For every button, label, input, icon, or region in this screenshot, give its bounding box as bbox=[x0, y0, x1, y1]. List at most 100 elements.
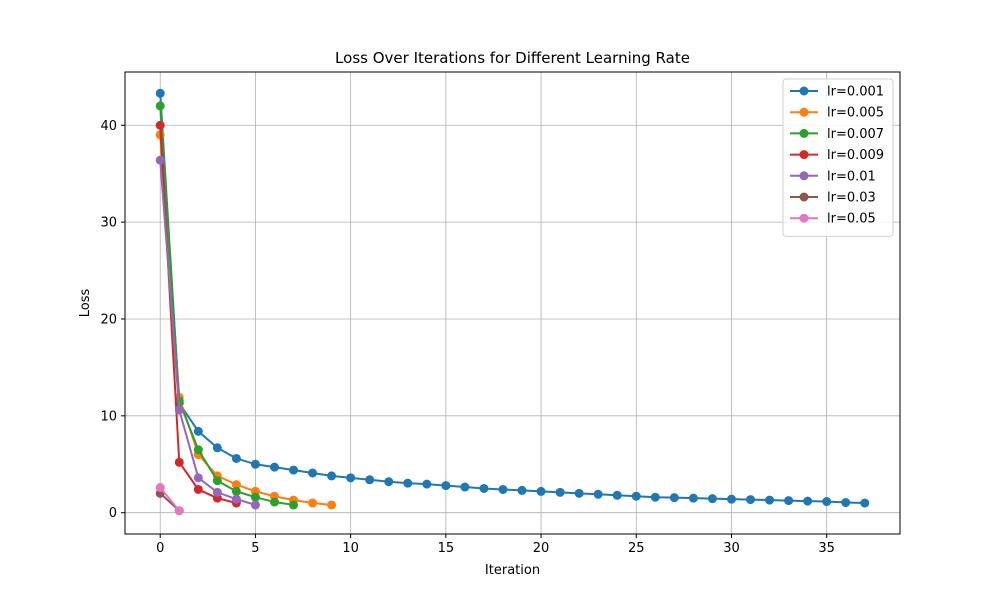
data-point bbox=[212, 476, 222, 486]
x-tick-label: 10 bbox=[342, 541, 359, 556]
series-lr=0.01 bbox=[155, 155, 260, 510]
data-point bbox=[308, 498, 318, 508]
legend-marker bbox=[799, 150, 809, 160]
data-point bbox=[155, 483, 165, 493]
data-point bbox=[479, 483, 489, 493]
legend-marker bbox=[799, 128, 809, 138]
data-point bbox=[384, 477, 394, 487]
data-point bbox=[860, 498, 870, 508]
data-point bbox=[231, 480, 241, 490]
x-tick-label: 25 bbox=[628, 541, 645, 556]
data-point bbox=[707, 494, 717, 504]
legend-entry: lr=0.007 bbox=[790, 127, 884, 142]
data-point bbox=[231, 486, 241, 496]
data-point bbox=[289, 465, 299, 475]
data-point bbox=[289, 500, 299, 510]
data-point bbox=[155, 120, 165, 130]
legend-marker bbox=[799, 213, 809, 223]
data-point bbox=[212, 443, 222, 453]
data-point bbox=[250, 492, 260, 502]
data-point bbox=[193, 445, 203, 455]
data-point bbox=[746, 495, 756, 505]
data-point bbox=[822, 497, 832, 507]
data-point bbox=[631, 491, 641, 501]
ticks: 0 5 10 15 20 25 30 35 0 10 20 30 40 bbox=[100, 119, 835, 556]
data-point bbox=[174, 506, 184, 516]
data-point bbox=[517, 485, 527, 495]
legend-label: lr=0.01 bbox=[827, 169, 876, 184]
legend-marker bbox=[799, 107, 809, 117]
y-tick-label: 20 bbox=[100, 312, 117, 327]
data-point bbox=[346, 473, 356, 483]
chart-title: Loss Over Iterations for Different Learn… bbox=[335, 49, 690, 67]
series-line bbox=[159, 486, 181, 512]
data-point bbox=[422, 479, 432, 489]
legend-entry: lr=0.001 bbox=[790, 85, 884, 100]
y-tick-label: 30 bbox=[100, 216, 117, 231]
x-tick-label: 20 bbox=[533, 541, 550, 556]
data-point bbox=[403, 478, 413, 488]
data-point bbox=[327, 500, 337, 510]
legend-marker bbox=[799, 192, 809, 202]
x-tick-label: 0 bbox=[156, 541, 164, 556]
legend-entry: lr=0.01 bbox=[790, 169, 876, 184]
legend-entry: lr=0.03 bbox=[790, 191, 876, 206]
series-lr=0.001 bbox=[155, 88, 870, 508]
y-tick-label: 0 bbox=[109, 506, 117, 521]
x-tick-label: 15 bbox=[438, 541, 455, 556]
data-point bbox=[250, 500, 260, 510]
data-point bbox=[650, 492, 660, 502]
data-point bbox=[231, 453, 241, 463]
data-point bbox=[269, 497, 279, 507]
data-point bbox=[688, 493, 698, 503]
data-point bbox=[593, 489, 603, 499]
legend-entry: lr=0.05 bbox=[790, 212, 876, 227]
data-point bbox=[365, 475, 375, 485]
data-point bbox=[212, 487, 222, 497]
data-point bbox=[193, 426, 203, 436]
axes-frame bbox=[124, 71, 901, 535]
data-point bbox=[555, 487, 565, 497]
y-tick-label: 40 bbox=[100, 119, 117, 134]
data-point bbox=[327, 471, 337, 481]
y-axis-label: Loss bbox=[78, 289, 93, 318]
legend-label: lr=0.03 bbox=[827, 191, 876, 206]
data-point bbox=[250, 459, 260, 469]
x-axis-label: Iteration bbox=[485, 563, 540, 578]
legend-label: lr=0.009 bbox=[827, 148, 884, 163]
data-point bbox=[765, 495, 775, 505]
data-point bbox=[174, 457, 184, 467]
legend: lr=0.001 lr=0.005 lr=0.007 lr=0.009 lr=0.01 l… bbox=[782, 78, 894, 237]
legend-label: lr=0.005 bbox=[827, 106, 884, 121]
data-point bbox=[193, 473, 203, 483]
legend-entry: lr=0.009 bbox=[790, 148, 884, 163]
data-point bbox=[460, 482, 470, 492]
data-point bbox=[269, 462, 279, 472]
legend-marker bbox=[799, 171, 809, 181]
data-point bbox=[498, 484, 508, 494]
x-tick-label: 5 bbox=[251, 541, 259, 556]
series-lr=0.05 bbox=[155, 483, 184, 516]
data-point bbox=[841, 498, 851, 508]
data-point bbox=[726, 494, 736, 504]
data-point bbox=[231, 494, 241, 504]
data-point bbox=[441, 481, 451, 491]
x-tick-label: 30 bbox=[723, 541, 740, 556]
data-point bbox=[155, 88, 165, 98]
legend-entry: lr=0.005 bbox=[790, 106, 884, 121]
data-point bbox=[308, 468, 318, 478]
legend-label: lr=0.05 bbox=[827, 212, 876, 227]
legend-label: lr=0.001 bbox=[827, 85, 884, 100]
data-point bbox=[574, 488, 584, 498]
legend-marker bbox=[799, 86, 809, 96]
data-point bbox=[155, 101, 165, 111]
y-tick-label: 10 bbox=[100, 409, 117, 424]
data-point bbox=[193, 484, 203, 494]
data-point bbox=[174, 405, 184, 415]
data-point bbox=[669, 493, 679, 503]
x-tick-label: 35 bbox=[818, 541, 835, 556]
data-point bbox=[155, 155, 165, 165]
data-point bbox=[536, 486, 546, 496]
series-group bbox=[155, 88, 870, 516]
